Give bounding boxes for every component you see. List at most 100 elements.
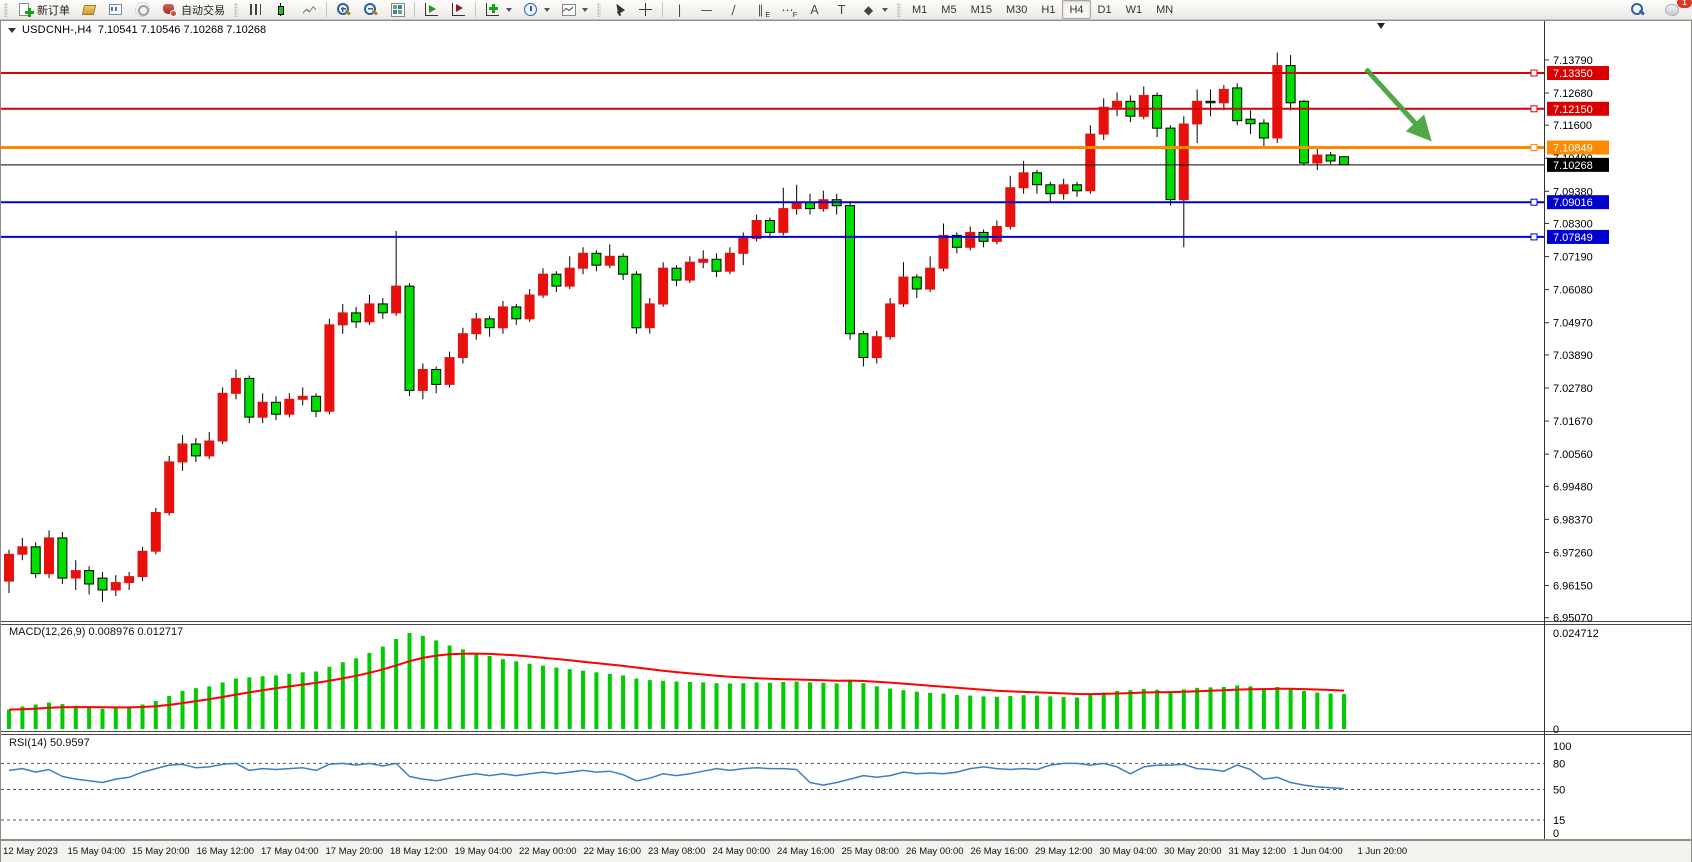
collapse-icon[interactable] — [8, 27, 16, 33]
timeframe-mn[interactable]: MN — [1149, 0, 1180, 19]
zoom-out-button[interactable] — [357, 0, 384, 19]
y-axis-label: 7.04970 — [1553, 318, 1593, 330]
rsi-indicator-label: RSI(14) 50.9597 — [9, 737, 90, 749]
line-handle[interactable] — [1530, 233, 1538, 241]
periods-button[interactable] — [517, 0, 555, 19]
line-handle[interactable] — [1530, 69, 1538, 77]
vertical-line-button[interactable]: | — [666, 0, 693, 19]
toolbar-grip[interactable] — [234, 2, 238, 17]
templates-button[interactable] — [555, 0, 593, 19]
timeframe-h4[interactable]: H4 — [1062, 0, 1091, 19]
chevron-down-icon[interactable] — [506, 7, 512, 12]
label-button[interactable]: T — [828, 0, 855, 19]
candle-down — [1285, 65, 1296, 104]
bar-chart-button[interactable] — [242, 0, 269, 19]
candle-up — [150, 512, 161, 552]
signals-icon — [134, 2, 151, 17]
autotrading-button[interactable]: 自动交易 — [156, 0, 230, 19]
candlestick-chart-button[interactable] — [269, 0, 296, 19]
cursor-button[interactable] — [605, 0, 632, 19]
time-axis[interactable]: 12 May 2023 15 May 04:00 15 May 20:00 16 Ma… — [1, 840, 1691, 862]
candle-up — [284, 398, 295, 415]
macd-histogram-bar — [167, 696, 172, 729]
line-handle[interactable] — [1530, 105, 1538, 113]
macd-histogram-bar — [20, 706, 25, 729]
y-axis-label: 6.99480 — [1553, 481, 1593, 493]
candle-down — [1258, 122, 1269, 139]
y-axis-label: 6.97260 — [1553, 547, 1593, 559]
chart-shift-button[interactable] — [445, 0, 472, 19]
auto-scroll-button[interactable] — [418, 0, 445, 19]
toolbar-grip[interactable] — [897, 2, 901, 17]
notifications-button[interactable]: 1 — [1659, 0, 1692, 19]
tile-windows-button[interactable] — [384, 0, 411, 19]
y-axis-label: 7.02780 — [1553, 383, 1593, 395]
channel-icon: ∥ E — [752, 2, 771, 20]
candle-down — [1245, 118, 1256, 125]
timeframe-m15[interactable]: M15 — [964, 0, 999, 19]
candle-down — [631, 273, 642, 329]
timeframe-d1[interactable]: D1 — [1091, 0, 1119, 19]
channel-button[interactable]: ∥ E — [747, 0, 774, 20]
macd-histogram-bar — [193, 688, 198, 729]
macd-max-label: 0.024712 — [1553, 628, 1599, 640]
market-watch-button[interactable] — [75, 0, 102, 19]
signals-button[interactable] — [129, 0, 156, 19]
line-handle[interactable] — [1530, 144, 1538, 151]
x-axis-label: 31 May 12:00 — [1228, 846, 1287, 857]
candle-down — [1045, 184, 1056, 195]
macd-histogram-bar — [701, 682, 706, 729]
price-tag — [1547, 140, 1609, 155]
candle-up — [578, 252, 588, 269]
x-axis-label: 30 May 04:00 — [1099, 846, 1158, 857]
line-chart-button[interactable] — [296, 0, 323, 19]
timeframe-m30[interactable]: M30 — [999, 0, 1034, 19]
autotrading-icon — [161, 2, 178, 17]
fibonacci-button[interactable]: ⋯ F — [774, 0, 801, 20]
macd-histogram-bar — [954, 694, 959, 729]
macd-histogram-bar — [567, 669, 572, 729]
chevron-down-icon[interactable] — [582, 7, 588, 12]
macd-histogram-bar — [634, 678, 639, 729]
y-axis-label: 6.96150 — [1553, 581, 1593, 593]
macd-histogram-bar — [207, 686, 212, 729]
zoom-in-button[interactable] — [330, 0, 357, 19]
timeframe-m1[interactable]: M1 — [905, 0, 934, 19]
data-window-button[interactable] — [102, 0, 129, 19]
new-order-button[interactable]: 新订单 — [12, 0, 75, 19]
timeframe-h1-label: H1 — [1041, 3, 1056, 16]
candle-up — [471, 318, 482, 335]
macd-histogram-bar — [1021, 695, 1026, 729]
candle-down — [618, 255, 629, 275]
chart-ohlc-values: 7.10541 7.10546 7.10268 7.10268 — [97, 24, 267, 36]
chevron-down-icon[interactable] — [882, 7, 888, 12]
macd-histogram-bar — [260, 676, 265, 729]
crosshair-button[interactable] — [632, 0, 659, 19]
x-axis-label: 23 May 08:00 — [648, 846, 706, 857]
arrows-button[interactable]: ◆ — [855, 0, 893, 19]
timeframe-w1[interactable]: W1 — [1119, 0, 1150, 19]
timeframe-m5-label: M5 — [941, 3, 957, 16]
horizontal-line-button[interactable]: — — [693, 0, 720, 19]
candlestick-chart-icon — [274, 2, 291, 17]
indicators-button[interactable] — [479, 0, 517, 19]
chart-shift-marker-icon[interactable] — [1377, 23, 1385, 29]
macd-histogram-bar — [821, 682, 826, 729]
candle-down — [1205, 100, 1216, 104]
toolbar-grip[interactable] — [4, 2, 8, 17]
text-button[interactable]: A — [801, 0, 828, 19]
chart-symbol-title: USDCNH-,H4 — [22, 24, 92, 36]
annotation-arrow[interactable] — [1364, 67, 1432, 142]
chevron-down-icon[interactable] — [544, 7, 550, 12]
toolbar-grip[interactable] — [597, 2, 601, 17]
timeframe-h1[interactable]: H1 — [1034, 0, 1062, 19]
timeframe-m5[interactable]: M5 — [934, 0, 963, 19]
label-icon: T — [833, 2, 850, 17]
search-button[interactable] — [1624, 0, 1651, 19]
macd-histogram-bar — [1195, 687, 1200, 729]
trendline-button[interactable]: / — [720, 0, 747, 19]
line-handle[interactable] — [1530, 198, 1538, 206]
arrows-icon: ◆ — [860, 2, 877, 17]
macd-zero-label: 0 — [1553, 724, 1559, 736]
candle-down — [271, 401, 281, 415]
